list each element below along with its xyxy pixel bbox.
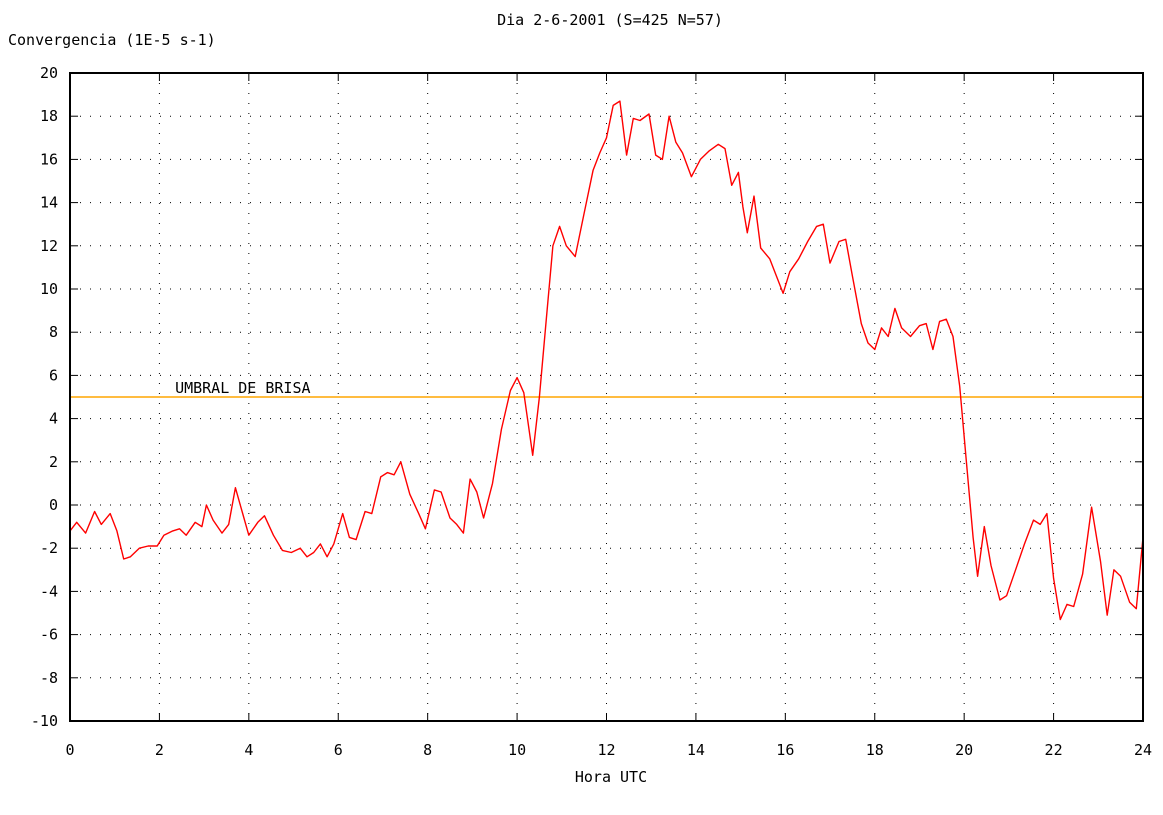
threshold-layer: UMBRAL DE BRISA bbox=[70, 379, 1143, 398]
y-tick-label: 6 bbox=[49, 366, 58, 384]
x-tick-label: 2 bbox=[155, 741, 164, 759]
chart-title: Dia 2-6-2001 (S=425 N=57) bbox=[497, 11, 723, 29]
x-tick-label: 22 bbox=[1045, 741, 1063, 759]
x-tick-label: 10 bbox=[508, 741, 526, 759]
y-axis: -10 -8 -6 -4 -2 0 2 4 6 8 10 12 14 16 18 20 bbox=[31, 64, 1143, 730]
y-tick-label: 12 bbox=[40, 237, 58, 255]
grid bbox=[70, 73, 1143, 721]
y-tick-label: 20 bbox=[40, 64, 58, 82]
x-tick-label: 6 bbox=[334, 741, 343, 759]
y-tick-label: 8 bbox=[49, 323, 58, 341]
y-tick-label: -8 bbox=[40, 669, 58, 687]
y-tick-label: 0 bbox=[49, 496, 58, 514]
threshold-label: UMBRAL DE BRISA bbox=[175, 379, 310, 397]
x-axis-title: Hora UTC bbox=[575, 768, 647, 786]
x-tick-label: 20 bbox=[955, 741, 973, 759]
y-tick-label: -2 bbox=[40, 539, 58, 557]
y-tick-label: -4 bbox=[40, 582, 58, 600]
x-tick-label: 14 bbox=[687, 741, 705, 759]
y-tick-label: 16 bbox=[40, 150, 58, 168]
y-tick-label: 14 bbox=[40, 194, 58, 212]
x-tick-label: 4 bbox=[244, 741, 253, 759]
y-tick-label: 18 bbox=[40, 107, 58, 125]
y-tick-label: 10 bbox=[40, 280, 58, 298]
y-tick-label: 2 bbox=[49, 453, 58, 471]
x-tick-label: 18 bbox=[866, 741, 884, 759]
x-tick-label: 0 bbox=[65, 741, 74, 759]
x-tick-label: 24 bbox=[1134, 741, 1152, 759]
x-tick-label: 8 bbox=[423, 741, 432, 759]
y-tick-label: 4 bbox=[49, 410, 58, 428]
series-layer bbox=[69, 100, 1144, 621]
series-line bbox=[69, 100, 1144, 621]
y-axis-title: Convergencia (1E-5 s-1) bbox=[8, 31, 216, 49]
y-tick-label: -10 bbox=[31, 712, 58, 730]
x-axis: 0 2 4 6 8 10 12 14 16 18 20 22 24 bbox=[65, 73, 1152, 759]
y-tick-label: -6 bbox=[40, 626, 58, 644]
x-tick-label: 12 bbox=[597, 741, 615, 759]
x-tick-label: 16 bbox=[776, 741, 794, 759]
